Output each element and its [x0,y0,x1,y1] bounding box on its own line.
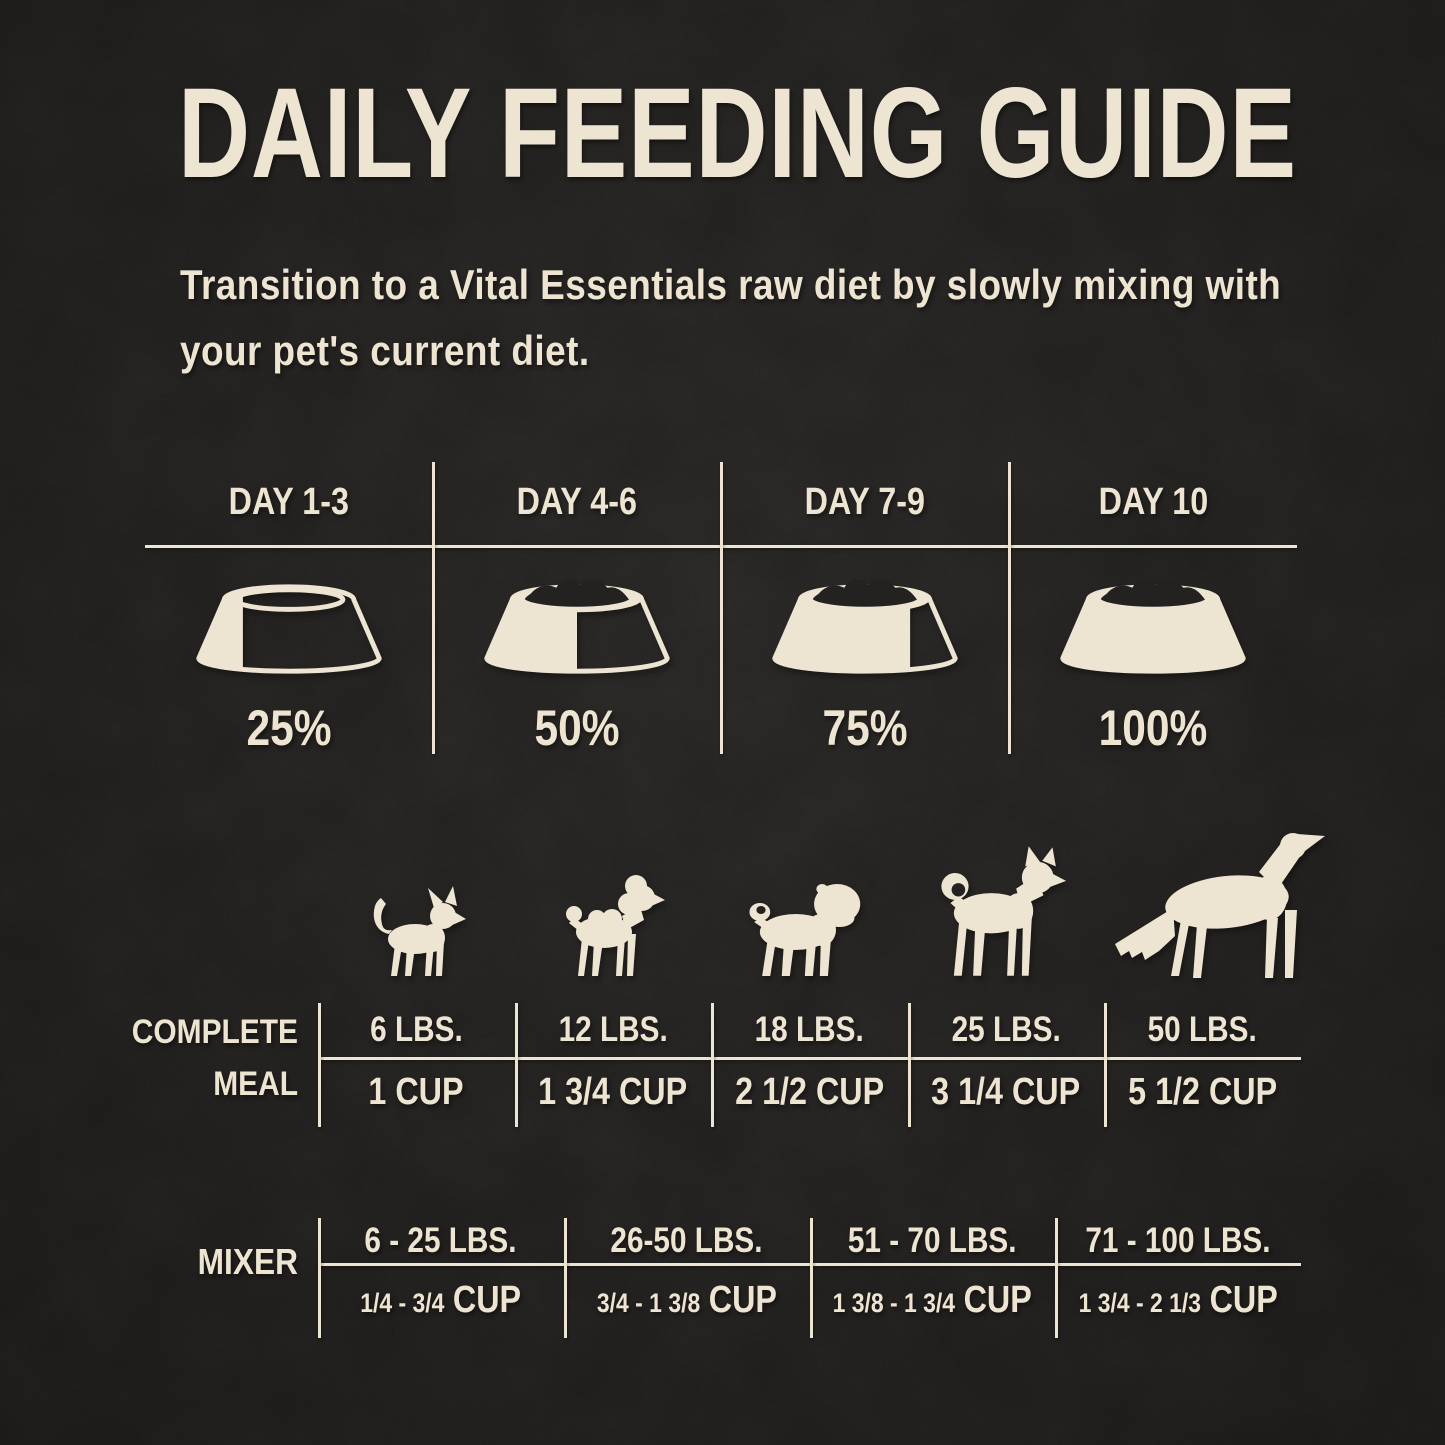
weight-range-label: 51 - 70 LBS. [848,1220,1017,1260]
mixer-table: 6 - 25 LBS. 1/4 - 3/4 CUP 26-50 LBS. 3/4 … [318,1218,1301,1338]
day-range-label: DAY 7-9 [804,480,926,523]
amount-range-label: 1/4 - 3/4 CUP [360,1279,522,1321]
complete-meal-column-2: 12 LBS. 1 3/4 CUP [515,1003,712,1127]
amount-label: 3 1/4 CUP [931,1070,1081,1113]
amount-range-label: 1 3/4 - 2 1/3 CUP [1078,1279,1278,1321]
transition-column-day-1-3: DAY 1-3 25% [145,462,433,756]
transition-column-day-10: DAY 10 100% [1009,462,1297,756]
bowl-icon-50-percent [484,579,670,674]
weight-label: 50 LBS. [1148,1010,1258,1049]
mixer-column-2: 26-50 LBS. 3/4 - 1 3/8 CUP [564,1218,810,1338]
complete-meal-divider-2 [711,1003,715,1127]
mixer-column-1: 6 - 25 LBS. 1/4 - 3/4 CUP [318,1218,564,1338]
weight-range-label: 6 - 25 LBS. [364,1220,517,1260]
day-range-label: DAY 4-6 [516,480,638,523]
amount-label: 2 1/2 CUP [734,1070,884,1113]
bowl-icon-25-percent [196,584,382,674]
transition-table: DAY 1-3 25% DAY 4-6 [145,462,1297,756]
complete-meal-column-3: 18 LBS. 2 1/2 CUP [711,1003,908,1127]
weight-label: 6 LBS. [369,1010,463,1049]
complete-meal-divider-1 [514,1003,518,1127]
page-subtitle: Transition to a Vital Essentials raw die… [180,261,1282,374]
mix-percent-label: 50% [534,700,620,756]
mix-percent-label: 75% [822,700,908,756]
day-range-label: DAY 1-3 [228,480,350,523]
complete-meal-column-1: 6 LBS. 1 CUP [318,1003,515,1127]
dog-icon-shiba-inu [941,846,1067,976]
complete-meal-table: 6 LBS. 1 CUP 12 LBS. 1 3/4 CUP 18 LBS. 2… [318,1003,1301,1127]
transition-table-divider-1 [432,462,435,754]
amount-label: 1 3/4 CUP [538,1070,688,1113]
bowl-icon-100-percent [1060,579,1246,674]
complete-meal-column-5: 50 LBS. 5 1/2 CUP [1104,1003,1301,1127]
complete-meal-row-label: COMPLETE MEAL [131,1013,298,1103]
complete-meal-column-4: 25 LBS. 3 1/4 CUP [908,1003,1105,1127]
weight-range-label: 71 - 100 LBS. [1085,1220,1271,1260]
mixer-column-4: 71 - 100 LBS. 1 3/4 - 2 1/3 CUP [1055,1218,1301,1338]
dog-icon-setter [1115,833,1325,978]
dog-icon-chihuahua [373,886,466,976]
day-range-label: DAY 10 [1098,480,1208,523]
amount-label: 5 1/2 CUP [1128,1070,1278,1113]
complete-meal-divider-4 [1104,1003,1108,1127]
transition-column-day-4-6: DAY 4-6 50% [433,462,721,756]
transition-table-divider-2 [720,462,723,754]
mix-percent-label: 25% [246,700,332,756]
page-title: DAILY FEEDING GUIDE [178,62,1297,205]
transition-table-divider-3 [1008,462,1011,754]
complete-meal-horizontal-rule [318,1057,1301,1060]
mixer-divider-2 [809,1218,813,1338]
bowl-icon-75-percent [772,579,958,674]
weight-range-label: 26-50 LBS. [610,1220,763,1260]
transition-column-day-7-9: DAY 7-9 75% [721,462,1009,756]
complete-meal-divider-0 [318,1003,321,1127]
weight-label: 25 LBS. [951,1010,1061,1049]
amount-range-label: 3/4 - 1 3/8 CUP [596,1279,777,1321]
weight-label: 12 LBS. [558,1010,668,1049]
amount-range-label: 1 3/8 - 1 3/4 CUP [832,1279,1032,1321]
mixer-column-3: 51 - 70 LBS. 1 3/8 - 1 3/4 CUP [810,1218,1056,1338]
dog-icon-pug [749,884,861,976]
mix-percent-label: 100% [1098,700,1208,756]
dog-icon-poodle [566,875,665,976]
complete-meal-divider-3 [907,1003,911,1127]
amount-label: 1 CUP [368,1070,464,1113]
weight-label: 18 LBS. [754,1010,865,1049]
mixer-divider-1 [563,1218,567,1338]
mixer-divider-3 [1055,1218,1059,1338]
mixer-row-label: MIXER [197,1241,298,1282]
mixer-divider-0 [318,1218,321,1338]
